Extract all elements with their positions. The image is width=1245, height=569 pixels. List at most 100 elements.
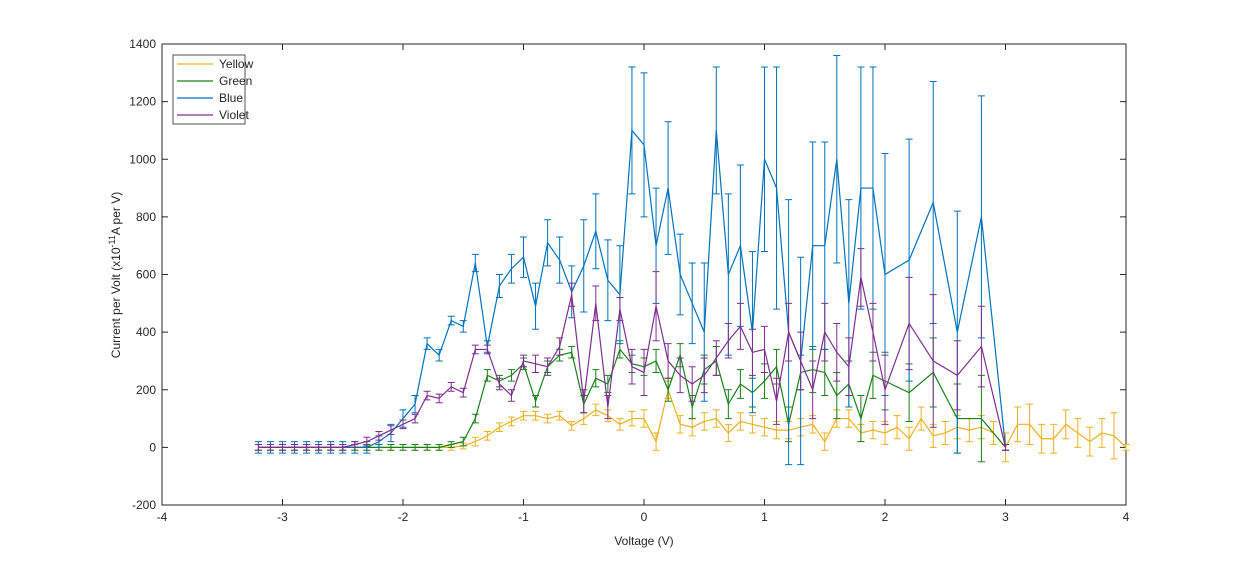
error-bar xyxy=(532,410,540,421)
error-bar xyxy=(857,395,865,443)
error-bar xyxy=(544,357,552,376)
y-tick-label: 600 xyxy=(136,268,156,282)
error-bar-line xyxy=(495,377,503,391)
y-tick-label: 400 xyxy=(136,325,156,339)
error-bar xyxy=(1086,426,1094,457)
error-bar xyxy=(351,441,359,448)
error-bar xyxy=(266,443,274,451)
error-bar-line xyxy=(556,410,564,421)
error-bar xyxy=(411,443,419,451)
error-bar-line xyxy=(447,441,455,448)
x-tick-label: 3 xyxy=(1002,510,1009,524)
error-bar xyxy=(435,443,443,451)
error-bar-line xyxy=(580,219,588,313)
error-bar-line xyxy=(628,410,636,427)
error-bar xyxy=(495,422,503,433)
error-bar xyxy=(1074,418,1082,448)
legend-label: Yellow xyxy=(219,57,254,71)
y-tick-label: 200 xyxy=(136,383,156,397)
error-bar-line xyxy=(1026,403,1034,445)
error-bar-line xyxy=(507,389,515,402)
error-bar xyxy=(254,443,262,451)
error-bar-line xyxy=(1110,412,1118,460)
error-bar xyxy=(977,305,985,388)
y-label-sup: -11 xyxy=(107,235,117,247)
error-bar xyxy=(953,210,961,454)
error-bar-line xyxy=(507,416,515,427)
series-line xyxy=(258,348,1006,448)
error-bar xyxy=(435,348,443,362)
error-bar xyxy=(568,346,576,359)
error-bar-line xyxy=(532,410,540,421)
error-bar-line xyxy=(628,348,636,385)
error-bar-line xyxy=(303,443,311,451)
error-bar-line xyxy=(833,322,841,382)
error-bar xyxy=(929,294,937,428)
error-bar xyxy=(483,369,491,382)
error-bar-line xyxy=(363,436,371,447)
error-bar xyxy=(279,443,286,451)
error-bar xyxy=(652,348,660,373)
error-bar-line xyxy=(869,420,877,440)
error-bar xyxy=(724,322,732,359)
error-bar-line xyxy=(736,369,744,399)
error-bar xyxy=(640,409,648,428)
error-bar xyxy=(664,343,672,379)
error-bar xyxy=(857,248,865,307)
error-bar-line xyxy=(821,302,829,362)
error-bar xyxy=(459,436,467,447)
error-bar-line xyxy=(447,315,455,326)
error-bar-line xyxy=(1062,409,1070,440)
error-bar-line xyxy=(736,302,744,350)
y-tick-label: 0 xyxy=(149,440,156,454)
error-bar-line xyxy=(556,236,564,284)
error-bar-line xyxy=(905,276,913,371)
error-bar xyxy=(592,403,600,417)
error-bar xyxy=(423,443,431,451)
error-bar xyxy=(712,66,720,195)
error-bar-line xyxy=(544,357,552,376)
error-bar-line xyxy=(399,419,407,430)
error-bar xyxy=(483,344,491,355)
error-bar-line xyxy=(351,441,359,448)
error-bar xyxy=(544,413,552,424)
error-bar-line xyxy=(640,72,648,218)
error-bar xyxy=(640,72,648,218)
error-bar-line xyxy=(869,302,877,362)
error-bar-line xyxy=(387,443,395,451)
error-bar-line xyxy=(785,302,793,362)
error-bar xyxy=(712,409,720,428)
x-tick-label: 0 xyxy=(641,510,648,524)
error-bar-line xyxy=(266,443,274,451)
x-tick-label: -4 xyxy=(157,510,168,524)
error-bar-line xyxy=(724,423,732,443)
error-bar-line xyxy=(375,431,383,441)
error-bar xyxy=(1110,412,1118,460)
error-bar-line xyxy=(881,354,889,425)
error-bar xyxy=(917,406,925,431)
x-tick-label: 2 xyxy=(882,510,889,524)
error-bar xyxy=(423,390,431,401)
legend-label: Blue xyxy=(219,91,243,105)
error-bar xyxy=(748,328,756,376)
axes-box xyxy=(161,43,1127,506)
error-bar-line xyxy=(1098,418,1106,448)
error-bar-line xyxy=(411,443,419,451)
error-bar-line xyxy=(254,443,262,451)
error-bar-line xyxy=(761,66,768,252)
error-bar xyxy=(459,320,467,333)
error-bar xyxy=(736,412,744,431)
error-bar-line xyxy=(640,409,648,428)
error-bar xyxy=(616,297,624,322)
error-bar xyxy=(507,253,515,284)
error-bar xyxy=(664,121,672,255)
error-bar-line xyxy=(941,420,949,445)
error-bar-line xyxy=(604,239,612,322)
error-bar xyxy=(520,354,527,368)
error-bar xyxy=(761,418,768,437)
error-bar-line xyxy=(845,337,853,397)
error-bar-line xyxy=(459,320,467,333)
error-bar-line xyxy=(652,432,660,451)
error-bar-line xyxy=(423,337,431,350)
error-bar-line xyxy=(459,436,467,447)
